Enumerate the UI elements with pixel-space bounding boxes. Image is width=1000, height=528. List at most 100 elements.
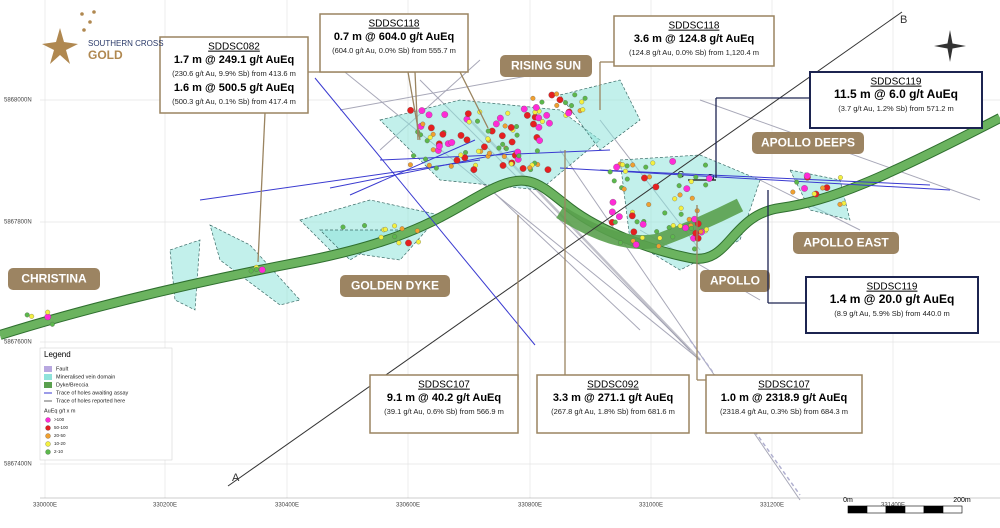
assay-dot — [539, 119, 545, 124]
assay-dot — [688, 179, 694, 185]
hole-trace — [379, 149, 611, 161]
assay-dot — [498, 132, 506, 140]
assay-dot — [677, 192, 683, 198]
assay-dot — [579, 99, 585, 105]
area-label-box — [500, 55, 592, 77]
assay-dot — [670, 223, 676, 229]
callout-headline: 1.0 m @ 2318.9 g/t AuEq — [721, 392, 847, 404]
assay-dot — [378, 234, 384, 240]
assay-dot — [539, 99, 545, 105]
assay-dot — [820, 185, 826, 191]
assay-dot — [441, 111, 449, 118]
callout-detail: (124.8 g/t Au, 0.0% Sb) from 1,120.4 m — [629, 48, 759, 57]
assay-dot — [392, 234, 398, 240]
assay-dot — [496, 114, 504, 122]
callout-box — [613, 15, 775, 67]
legend-grade: 2-10 — [54, 449, 64, 454]
assay-dot — [423, 156, 429, 162]
assay-dot — [705, 175, 713, 182]
assay-dot — [505, 110, 511, 116]
assay-dot — [520, 105, 528, 113]
assay-dot — [703, 182, 709, 188]
callout-hole: SDDSC118 — [369, 19, 420, 30]
assay-dot — [689, 195, 695, 201]
logo-star — [42, 28, 78, 64]
legend-item: Trace of holes reported here — [56, 398, 125, 404]
assay-dot — [405, 239, 412, 247]
scale-bar-segment — [847, 505, 868, 514]
assay-dot — [436, 142, 443, 150]
scale-bar-segment — [866, 505, 887, 514]
legend-grade: 50-100 — [54, 425, 69, 430]
callout-detail: (39.1 g/t Au, 0.6% Sb) from 566.9 m — [384, 407, 504, 416]
assay-dot — [616, 213, 623, 220]
assay-dot — [535, 114, 543, 122]
assay-dot — [582, 95, 588, 101]
area-label: RISING SUN — [511, 59, 581, 73]
assay-dot — [399, 226, 405, 232]
assay-dot — [29, 313, 35, 319]
assay-dot — [496, 145, 502, 151]
logo-star-dot — [88, 20, 92, 24]
easting-label: 330000E — [33, 503, 57, 509]
logo-text: GOLD — [88, 48, 123, 62]
assay-dot — [683, 185, 691, 192]
assay-dot — [801, 185, 808, 192]
assay-dot — [647, 174, 652, 180]
assay-dot — [623, 168, 628, 174]
assay-dot — [507, 124, 515, 131]
assay-dot — [464, 110, 472, 118]
assay-dot — [607, 169, 613, 175]
leader-line — [459, 71, 489, 129]
assay-dot — [548, 91, 556, 99]
assay-dot — [439, 130, 447, 138]
assay-dot — [639, 220, 647, 228]
callout-detail: (8.9 g/t Au, 5.9% Sb) from 440.0 m — [834, 309, 949, 318]
assay-dot — [639, 235, 645, 241]
assay-dot — [618, 240, 623, 246]
assay-dot — [427, 134, 433, 140]
callout-headline: 3.3 m @ 271.1 g/t AuEq — [553, 392, 673, 404]
assay-dot — [414, 228, 420, 234]
callout-detail: (3.7 g/t Au, 1.2% Sb) from 571.2 m — [838, 104, 953, 113]
assay-dot — [650, 160, 656, 166]
legend-grade: 10-20 — [54, 441, 66, 446]
assay-dot — [698, 229, 704, 235]
assay-dot — [677, 173, 683, 179]
area-label: APOLLO EAST — [803, 236, 889, 250]
callout-detail: (500.3 g/t Au, 0.1% Sb) from 417.4 m — [172, 97, 296, 106]
assay-dot — [693, 174, 699, 180]
assay-dot — [448, 163, 454, 169]
assay-dot — [486, 150, 492, 156]
callout-box — [159, 36, 309, 114]
assay-dot — [519, 165, 527, 172]
scale-bar-segment — [942, 505, 963, 514]
assay-dot — [803, 172, 811, 180]
assay-dot — [430, 131, 436, 137]
callout-box — [319, 13, 469, 73]
leader-line — [407, 71, 421, 141]
assay-dot — [258, 266, 266, 274]
callout-headline: 0.7 m @ 604.0 g/t AuEq — [334, 31, 454, 43]
easting-label: 330200E — [153, 503, 177, 509]
assay-dot — [672, 196, 678, 202]
assay-dot — [514, 124, 520, 129]
callout-hole: SDDSC119 — [871, 77, 922, 88]
callout-headline: 1.4 m @ 20.0 g/t AuEq — [830, 292, 955, 306]
easting-label: 331400E — [881, 503, 905, 509]
assay-dot — [666, 225, 672, 231]
assay-dot — [461, 154, 469, 162]
assay-dot — [453, 156, 461, 164]
assay-dot — [411, 153, 416, 159]
fault-line — [469, 169, 641, 331]
assay-dot — [632, 241, 640, 249]
assay-dot — [677, 223, 683, 229]
assay-dot — [692, 246, 697, 252]
area-label: APOLLO DEEPS — [761, 136, 855, 150]
northing-label: 5867800N — [4, 220, 32, 226]
assay-dot — [611, 178, 617, 184]
assay-dot — [448, 139, 456, 146]
assay-dot — [508, 161, 514, 167]
assay-dot — [569, 103, 574, 109]
